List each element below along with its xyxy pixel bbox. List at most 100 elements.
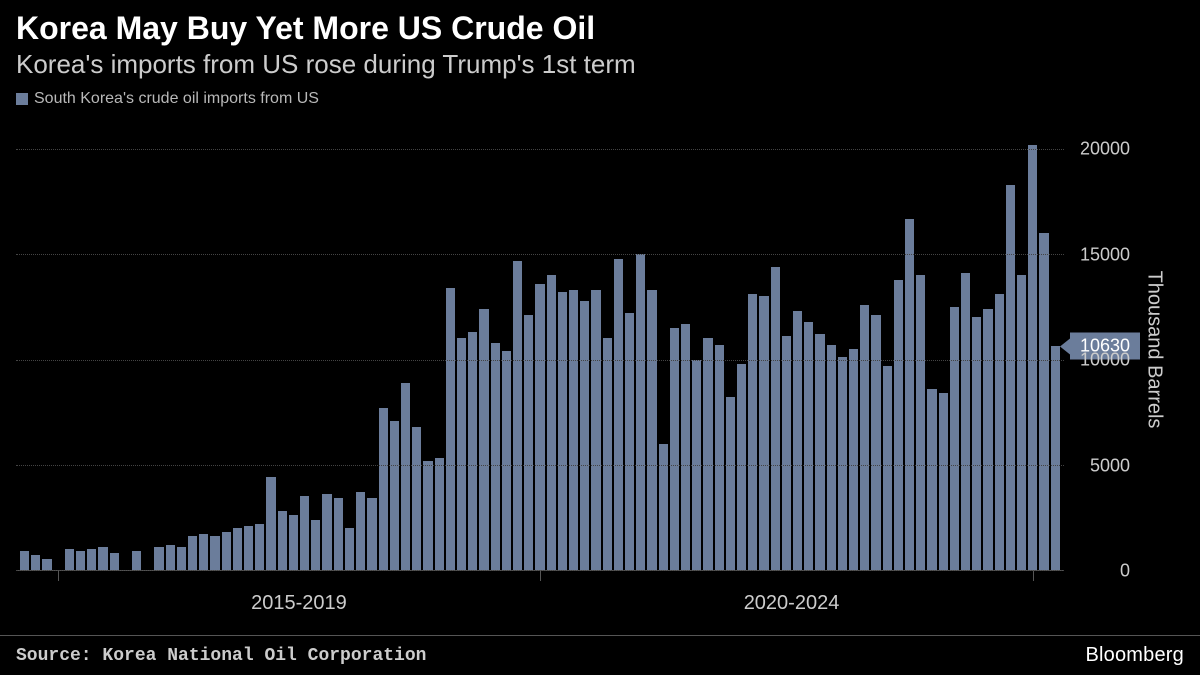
y-tick-label: 10000 [1080, 350, 1130, 371]
bar [894, 280, 903, 570]
bar [703, 338, 712, 570]
y-tick-label: 0 [1120, 561, 1130, 582]
bar [390, 421, 399, 570]
bar [771, 267, 780, 570]
footer: Source: Korea National Oil Corporation B… [0, 635, 1200, 675]
bar [972, 317, 981, 570]
bars-container [16, 128, 1064, 570]
x-axis-area: 2015-20192020-2024 [16, 571, 1064, 627]
bar [614, 259, 623, 571]
y-tick-label: 5000 [1090, 455, 1130, 476]
x-tick [1033, 571, 1034, 581]
bar [401, 383, 410, 570]
bar [860, 305, 869, 570]
bar [479, 309, 488, 570]
bar [435, 458, 444, 570]
bar [98, 547, 107, 570]
bar [1028, 145, 1037, 570]
bar [916, 275, 925, 570]
bar [379, 408, 388, 570]
gridline [16, 149, 1064, 150]
bar [222, 532, 231, 570]
bar [300, 496, 309, 570]
chart-title: Korea May Buy Yet More US Crude Oil [16, 10, 1184, 47]
bar [244, 526, 253, 570]
bar [199, 534, 208, 570]
bar [356, 492, 365, 570]
bar [961, 273, 970, 570]
bar [76, 551, 85, 570]
chart-area: 10630 05000100001500020000 Thousand Barr… [16, 128, 1184, 627]
bar [154, 547, 163, 570]
bar [927, 389, 936, 570]
bar [266, 477, 275, 570]
source-label: Source: Korea National Oil Corporation [16, 646, 426, 666]
bar [166, 545, 175, 570]
legend-swatch [16, 93, 28, 105]
bar [558, 292, 567, 570]
bar [423, 461, 432, 570]
bar [591, 290, 600, 570]
bar [871, 315, 880, 570]
bar [110, 553, 119, 570]
bar [939, 393, 948, 570]
bar [715, 345, 724, 570]
bar [535, 284, 544, 570]
bar [827, 345, 836, 570]
bar [345, 528, 354, 570]
y-tick-label: 15000 [1080, 244, 1130, 265]
bar [659, 444, 668, 570]
bar [31, 555, 40, 570]
bar [42, 559, 51, 570]
bar [815, 334, 824, 570]
bar [636, 254, 645, 570]
bar [547, 275, 556, 570]
plot-area: 10630 [16, 128, 1064, 571]
bar [670, 328, 679, 570]
bar [580, 301, 589, 570]
bar [1017, 275, 1026, 570]
bar [322, 494, 331, 570]
bar [457, 338, 466, 570]
bar [132, 551, 141, 570]
bar [513, 261, 522, 570]
x-range-label: 2015-2019 [251, 592, 347, 615]
bar [468, 332, 477, 570]
bar [748, 294, 757, 570]
legend-label: South Korea's crude oil imports from US [34, 90, 319, 108]
x-tick [58, 571, 59, 581]
bar [524, 315, 533, 570]
bar [177, 547, 186, 570]
gridline [16, 465, 1064, 466]
bar [278, 511, 287, 570]
bar [502, 351, 511, 570]
bar [793, 311, 802, 570]
bar [995, 294, 1004, 570]
bar [87, 549, 96, 570]
bar [255, 524, 264, 570]
x-tick [540, 571, 541, 581]
gridline [16, 360, 1064, 361]
bar [65, 549, 74, 570]
bar [569, 290, 578, 570]
y-axis-title: Thousand Barrels [1134, 128, 1174, 571]
legend: South Korea's crude oil imports from US [0, 84, 1200, 108]
title-block: Korea May Buy Yet More US Crude Oil Kore… [0, 0, 1200, 84]
bar [334, 498, 343, 570]
bar [1051, 346, 1060, 570]
bar [210, 536, 219, 570]
bar [233, 528, 242, 570]
bar [412, 427, 421, 570]
bar [446, 288, 455, 570]
bar [782, 336, 791, 570]
bar [905, 219, 914, 570]
bar [681, 324, 690, 570]
bar [849, 349, 858, 570]
bar [311, 520, 320, 571]
bar [20, 551, 29, 570]
chart-subtitle: Korea's imports from US rose during Trum… [16, 49, 1184, 80]
bar [838, 357, 847, 570]
bar [883, 366, 892, 570]
bar [289, 515, 298, 570]
bar [726, 397, 735, 570]
